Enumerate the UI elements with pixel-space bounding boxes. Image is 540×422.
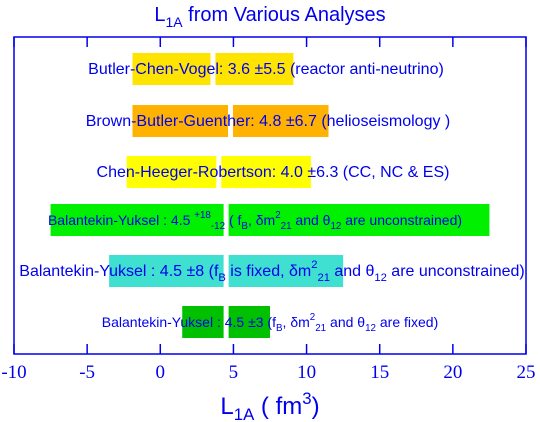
bar-label-1: Butler-Chen-Vogel: 3.6 ±5.5 (reactor ant… — [88, 61, 444, 78]
x-axis-label: L1A ( fm3) — [220, 389, 319, 422]
x-tick-label-2: 0 — [156, 362, 166, 383]
x-tick-label-5: 15 — [370, 362, 389, 383]
bar-label-3: Chen-Heeger-Robertson: 4.0 ±6.3 (CC, NC … — [97, 164, 450, 181]
x-tick-label-1: -5 — [79, 362, 95, 383]
plot-frame — [13, 36, 527, 355]
x-tick-label-6: 20 — [443, 362, 462, 383]
bar-4 — [50, 204, 490, 236]
x-tick-label-4: 10 — [297, 362, 316, 383]
x-tick-label-0: -10 — [1, 362, 26, 383]
labels-layer: Butler-Chen-Vogel: 3.6 ±5.5 (reactor ant… — [19, 61, 524, 334]
bar-label-6: Balantekin-Yuksel : 4.5 ±3 (fB, δm221 an… — [102, 312, 438, 334]
x-tick-label-7: 25 — [517, 362, 536, 383]
x-axis-ticks: -10 -5 0 5 10 15 20 25 — [1, 37, 536, 383]
chart-title: L1A from Various Analyses — [154, 4, 385, 30]
bar-label-2: Brown-Butler-Guenther: 4.8 ±6.7 (heliose… — [86, 113, 451, 130]
bars-layer — [50, 53, 490, 338]
bar-label-5: Balantekin-Yuksel : 4.5 ±8 (fB is fixed,… — [19, 259, 524, 284]
x-tick-label-3: 5 — [229, 362, 239, 383]
bar-label-4: Balantekin-Yuksel : 4.5 +18-12 ( fB, δm2… — [48, 210, 462, 232]
